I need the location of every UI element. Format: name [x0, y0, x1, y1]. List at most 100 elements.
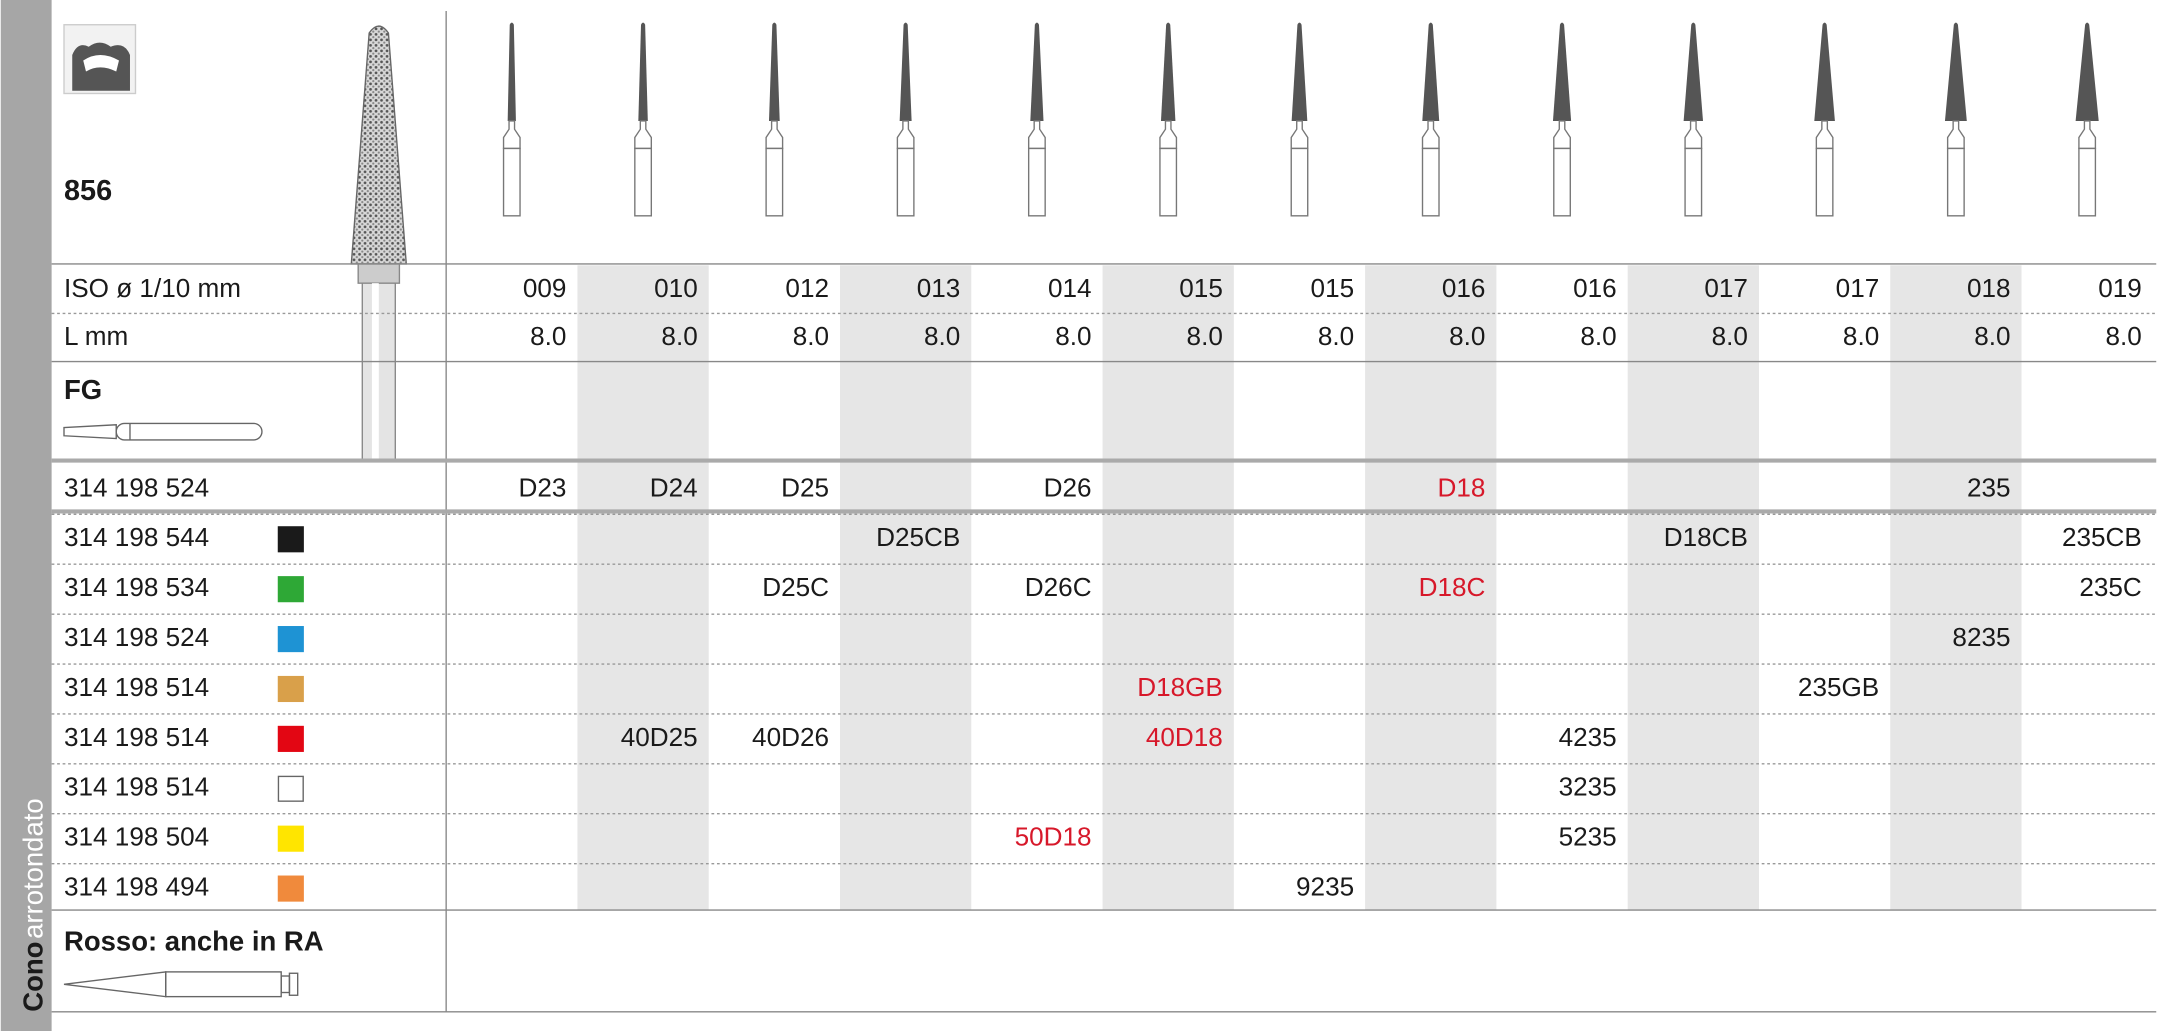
- bur-neck: [502, 120, 521, 150]
- product-code: 40D26: [752, 722, 829, 752]
- iso-size: 014: [1048, 273, 1092, 303]
- bur-head: [1160, 22, 1176, 121]
- product-code: D24: [650, 472, 698, 502]
- iso-size: 009: [523, 273, 567, 303]
- bur-head: [1814, 22, 1835, 121]
- color-swatch: [277, 626, 304, 653]
- bur-neck: [1421, 120, 1440, 150]
- bur-image: [634, 22, 653, 217]
- color-swatch: [277, 576, 304, 603]
- large-bur-image: [350, 25, 408, 462]
- ra-bur-drawing: [63, 971, 299, 998]
- length: 8.0: [1318, 321, 1354, 351]
- tooth-icon: [63, 24, 137, 95]
- bur-image: [1027, 22, 1046, 217]
- bur-shank: [1421, 147, 1440, 217]
- shaded-column: [1102, 265, 1234, 911]
- iso-size: 016: [1573, 273, 1617, 303]
- bur-shank: [1159, 147, 1178, 217]
- product-code: 40D18: [1146, 722, 1223, 752]
- bur-image: [1421, 22, 1440, 217]
- iso-size: 012: [785, 273, 829, 303]
- iso-size: 019: [2098, 273, 2142, 303]
- shape-number: 856: [64, 175, 112, 207]
- product-code: 235CB: [2062, 522, 2142, 552]
- product-code: 235GB: [1798, 672, 1879, 702]
- product-code: 4235: [1559, 722, 1617, 752]
- length: 8.0: [1449, 321, 1485, 351]
- bur-shank: [1684, 147, 1703, 217]
- product-code: D25CB: [876, 522, 960, 552]
- order-code: 314 198 524: [64, 472, 209, 502]
- product-code: D18CB: [1664, 522, 1748, 552]
- bur-image: [896, 22, 915, 217]
- bur-neck: [2078, 120, 2097, 150]
- order-code: 314 198 544: [64, 522, 209, 552]
- bur-head: [1683, 22, 1704, 121]
- bur-image: [2075, 22, 2099, 217]
- color-swatch: [277, 675, 304, 703]
- bur-head: [768, 22, 780, 121]
- bur-shank: [1946, 147, 1965, 217]
- order-code: 314 198 504: [64, 822, 209, 852]
- bur-neck: [1684, 120, 1703, 150]
- bur-image: [1683, 22, 1704, 217]
- product-code: 3235: [1559, 772, 1617, 802]
- color-swatch: [277, 775, 304, 802]
- side-label-bold: Cono: [17, 942, 48, 1012]
- bur-shank: [1815, 147, 1834, 217]
- bur-neck: [765, 120, 784, 150]
- shank-type: FG: [64, 374, 102, 405]
- side-label-light: arrotondato: [17, 798, 48, 939]
- product-code: 40D25: [621, 722, 698, 752]
- bur-image: [1159, 22, 1178, 217]
- bur-image: [1290, 22, 1309, 217]
- color-swatch: [277, 526, 304, 553]
- product-code: 8235: [1952, 622, 2010, 652]
- order-code: 314 198 494: [64, 871, 209, 901]
- shaded-column: [839, 265, 972, 911]
- bur-image: [502, 22, 521, 217]
- length: 8.0: [1712, 321, 1748, 351]
- iso-size: 017: [1704, 273, 1748, 303]
- bur-neck: [1553, 120, 1571, 150]
- bur-image: [1552, 22, 1572, 217]
- product-code: 235: [1967, 472, 2011, 502]
- product-code: D18: [1437, 472, 1485, 502]
- row-label: L mm: [64, 321, 128, 351]
- shaded-column: [1365, 265, 1497, 911]
- color-swatch: [277, 875, 304, 902]
- iso-size: 016: [1442, 273, 1486, 303]
- bur-shank: [896, 147, 915, 217]
- shaded-column: [1627, 265, 1759, 911]
- product-code: D23: [519, 472, 567, 502]
- bur-shank: [765, 147, 784, 217]
- length: 8.0: [530, 321, 566, 351]
- bur-image: [1944, 22, 1967, 217]
- length: 8.0: [1974, 321, 2010, 351]
- bur-shank: [1027, 147, 1046, 217]
- bur-head: [899, 22, 912, 121]
- bur-head: [1422, 22, 1440, 121]
- order-code: 314 198 524: [64, 622, 209, 652]
- shaded-column: [1890, 265, 2022, 911]
- iso-size: 015: [1311, 273, 1355, 303]
- bur-shank: [1553, 147, 1571, 217]
- product-code: 50D18: [1015, 822, 1092, 852]
- color-swatch: [277, 825, 304, 852]
- bur-head: [638, 22, 648, 121]
- product-code: 9235: [1296, 871, 1354, 901]
- length: 8.0: [793, 321, 829, 351]
- bur-image: [1814, 22, 1835, 217]
- shaded-column: [577, 265, 709, 911]
- bur-shank: [502, 147, 521, 217]
- bur-head: [1944, 22, 1967, 121]
- color-swatch: [277, 725, 304, 752]
- iso-size: 015: [1179, 273, 1223, 303]
- length: 8.0: [2106, 321, 2142, 351]
- bur-shank: [2078, 147, 2097, 217]
- length: 8.0: [1580, 321, 1616, 351]
- bur-image: [765, 22, 784, 217]
- bur-head: [1552, 22, 1572, 121]
